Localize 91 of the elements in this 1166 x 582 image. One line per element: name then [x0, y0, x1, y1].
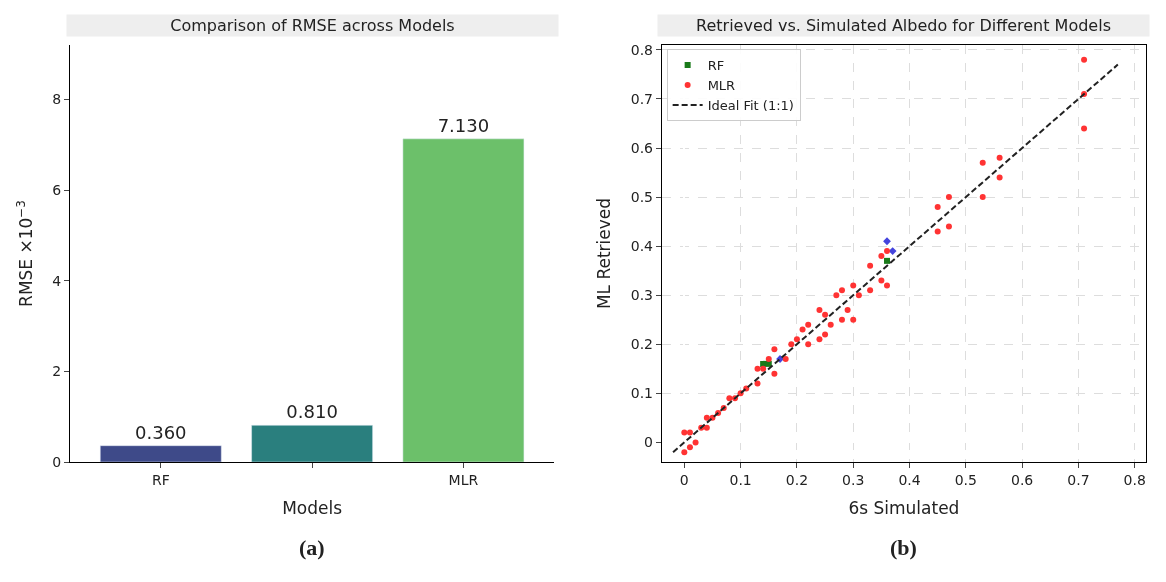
text: (a) — [299, 535, 325, 560]
y-axis-title: ML Retrieved — [594, 197, 615, 310]
y-tick-label: 4 — [52, 272, 62, 289]
text: (b) — [890, 535, 917, 560]
point — [681, 449, 688, 456]
point — [771, 346, 778, 353]
point — [850, 282, 857, 289]
data-label: 0.810 — [286, 401, 338, 423]
y-tick-label: 0.3 — [630, 287, 653, 304]
x-tick-label: 0.4 — [898, 471, 921, 488]
point — [867, 262, 874, 269]
point — [996, 174, 1003, 181]
point — [754, 365, 761, 372]
y-tick-label: 6 — [52, 181, 62, 198]
point — [726, 395, 733, 402]
x-axis-title: Models — [282, 498, 343, 519]
point — [979, 159, 986, 166]
point — [844, 306, 851, 313]
bar — [402, 138, 525, 462]
x-tick-label: 0.2 — [785, 471, 809, 488]
x-tick-label: 0.7 — [1067, 471, 1090, 488]
x-tick-label: MLR — [448, 471, 479, 488]
point — [884, 257, 891, 264]
x-tick-label: 0.3 — [842, 471, 865, 488]
point — [884, 282, 891, 289]
legend-label: MLR — [707, 78, 736, 94]
y-tick-label: 0.8 — [630, 41, 653, 58]
legend-label: RF — [707, 58, 725, 74]
x-tick-label: 0.1 — [729, 471, 752, 488]
point — [816, 306, 823, 313]
point — [782, 355, 789, 362]
point — [771, 370, 778, 377]
point — [827, 321, 834, 328]
point — [793, 336, 800, 343]
y-tick-label: 0.2 — [630, 336, 653, 353]
point — [934, 203, 941, 210]
legend-label: Ideal Fit (1:1) — [707, 97, 794, 113]
y-tick-label: 0.7 — [630, 90, 653, 107]
y-tick-label: 8 — [52, 91, 62, 108]
point — [760, 365, 767, 372]
y-tick-label: 0.1 — [630, 385, 653, 402]
y-tick-label: 0.5 — [630, 188, 653, 205]
point — [788, 341, 795, 348]
point — [1081, 125, 1088, 132]
chart-title: Comparison of RMSE across Models — [170, 16, 455, 35]
point — [686, 444, 693, 451]
bar — [100, 445, 222, 462]
x-tick-label: RF — [151, 471, 170, 488]
point — [805, 321, 812, 328]
point — [1081, 56, 1088, 63]
point — [765, 355, 772, 362]
point — [838, 287, 845, 294]
point — [884, 248, 891, 255]
data-label: 0.360 — [135, 421, 187, 443]
x-axis-title: 6s Simulated — [848, 498, 960, 519]
y-tick-label: 0 — [644, 434, 653, 451]
y-tick-label: 0.6 — [630, 139, 654, 156]
point — [883, 237, 891, 246]
point — [692, 439, 699, 446]
point — [703, 414, 710, 421]
y-tick-label: 0 — [52, 453, 62, 470]
point — [833, 292, 840, 299]
point — [945, 194, 952, 201]
chart-title: Retrieved vs. Simulated Albedo for Different Models — [696, 16, 1111, 35]
point — [945, 223, 952, 230]
x-tick-label: 0 — [679, 471, 689, 488]
point — [850, 316, 857, 323]
point — [838, 316, 845, 323]
y-tick-label: 2 — [52, 363, 62, 380]
point — [878, 252, 885, 259]
point — [805, 341, 812, 348]
point — [867, 287, 874, 294]
bar — [251, 425, 373, 462]
point — [934, 228, 941, 235]
x-tick-label: 0.6 — [1011, 471, 1034, 488]
x-tick-label: 0.5 — [954, 471, 977, 488]
point — [822, 331, 829, 338]
point — [703, 424, 710, 431]
point — [878, 277, 885, 284]
point — [799, 326, 806, 333]
x-tick-label: 0.8 — [1123, 471, 1146, 488]
point — [855, 292, 862, 299]
y-tick-label: 0.4 — [630, 238, 654, 255]
point — [996, 154, 1003, 161]
point — [681, 429, 688, 436]
point — [686, 429, 693, 436]
point — [979, 194, 986, 201]
point — [888, 247, 897, 255]
point — [822, 311, 829, 318]
point — [816, 336, 823, 343]
data-label: 7.130 — [437, 114, 490, 136]
